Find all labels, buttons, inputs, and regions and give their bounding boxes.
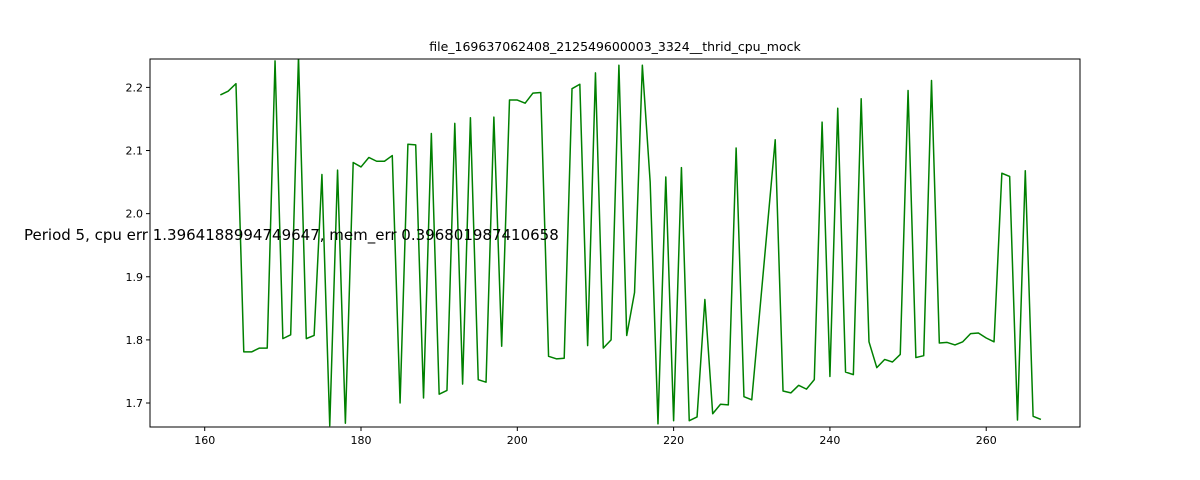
y-tick-label: 2.1	[126, 145, 144, 158]
y-tick-label: 2.2	[126, 81, 144, 94]
y-tick-label: 2.0	[126, 208, 144, 221]
x-tick-label: 240	[819, 434, 840, 447]
chart-title: file_169637062408_212549600003_3324__thr…	[429, 39, 801, 54]
x-tick-label: 220	[663, 434, 684, 447]
y-axis: 1.7 1.8 1.9 2.0 2.1 2.2	[126, 81, 150, 410]
y-tick-label: 1.8	[126, 334, 144, 347]
x-tick-label: 200	[507, 434, 528, 447]
x-tick-label: 160	[194, 434, 215, 447]
y-tick-label: 1.9	[126, 271, 144, 284]
y-tick-label: 1.7	[126, 397, 144, 410]
x-tick-label: 260	[976, 434, 997, 447]
x-axis: 160 180 200 220 240 260	[194, 427, 997, 447]
plot-frame	[149, 58, 1081, 428]
x-tick-label: 180	[351, 434, 372, 447]
period-error-annotation: Period 5, cpu err 1.3964188994749647, me…	[24, 226, 559, 245]
cpu-series-line	[220, 59, 1042, 427]
